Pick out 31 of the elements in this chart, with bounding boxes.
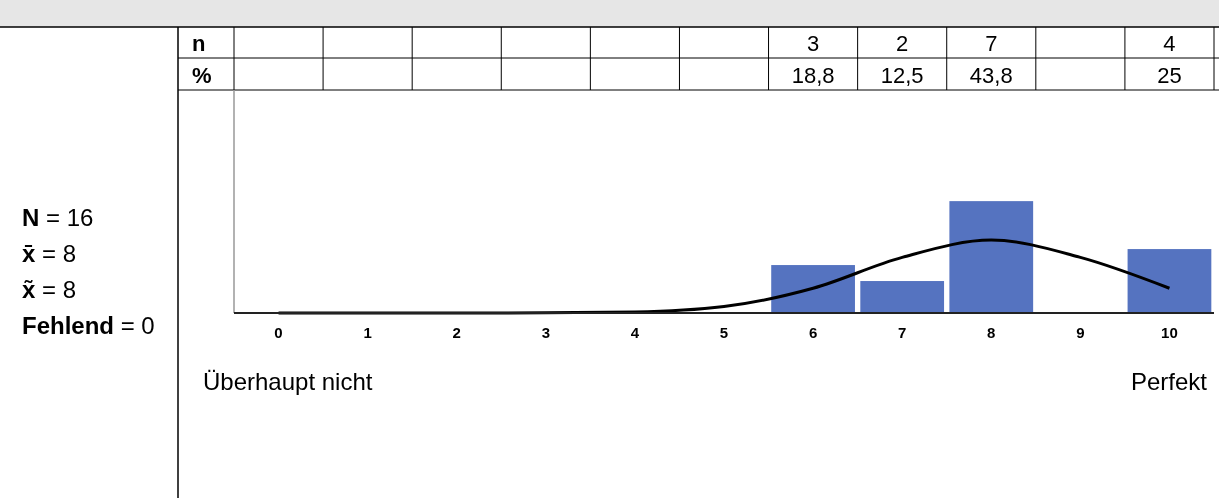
x-tick-label: 10 bbox=[1161, 324, 1178, 341]
bar bbox=[1127, 249, 1212, 313]
x-tick-label: 7 bbox=[898, 324, 907, 341]
x-tick-label: 8 bbox=[987, 324, 996, 341]
x-tick-label: 1 bbox=[363, 324, 372, 341]
data-label: 7 bbox=[985, 31, 998, 56]
text: N = 16 bbox=[22, 204, 94, 231]
text: 43,8 bbox=[969, 63, 1013, 88]
text: x̃ = 8 bbox=[22, 276, 77, 303]
data-label: 3 bbox=[806, 31, 820, 56]
text: x̄ = 8 bbox=[22, 240, 77, 267]
bar bbox=[860, 281, 945, 313]
text: Fehlend = 0 bbox=[22, 312, 155, 339]
x-tick-label: 3 bbox=[541, 324, 550, 341]
text: Überhaupt nicht bbox=[203, 368, 373, 395]
text: % bbox=[192, 63, 212, 88]
text: 18,8 bbox=[791, 63, 835, 88]
x-tick-label: 9 bbox=[1076, 324, 1085, 341]
data-label: 4 bbox=[1163, 31, 1176, 56]
text: 12,5 bbox=[880, 63, 924, 88]
x-tick-label: 5 bbox=[719, 324, 729, 341]
x-tick-label: 0 bbox=[274, 324, 283, 341]
text: n bbox=[192, 31, 206, 56]
x-tick-label: 4 bbox=[630, 324, 640, 341]
bar bbox=[771, 265, 855, 313]
x-tick-label: 6 bbox=[808, 324, 818, 341]
data-label: 2 bbox=[896, 31, 909, 56]
text: 25 bbox=[1157, 63, 1182, 88]
bar bbox=[949, 201, 1034, 313]
x-tick-label: 2 bbox=[452, 324, 461, 341]
text: Perfekt bbox=[1130, 368, 1208, 395]
